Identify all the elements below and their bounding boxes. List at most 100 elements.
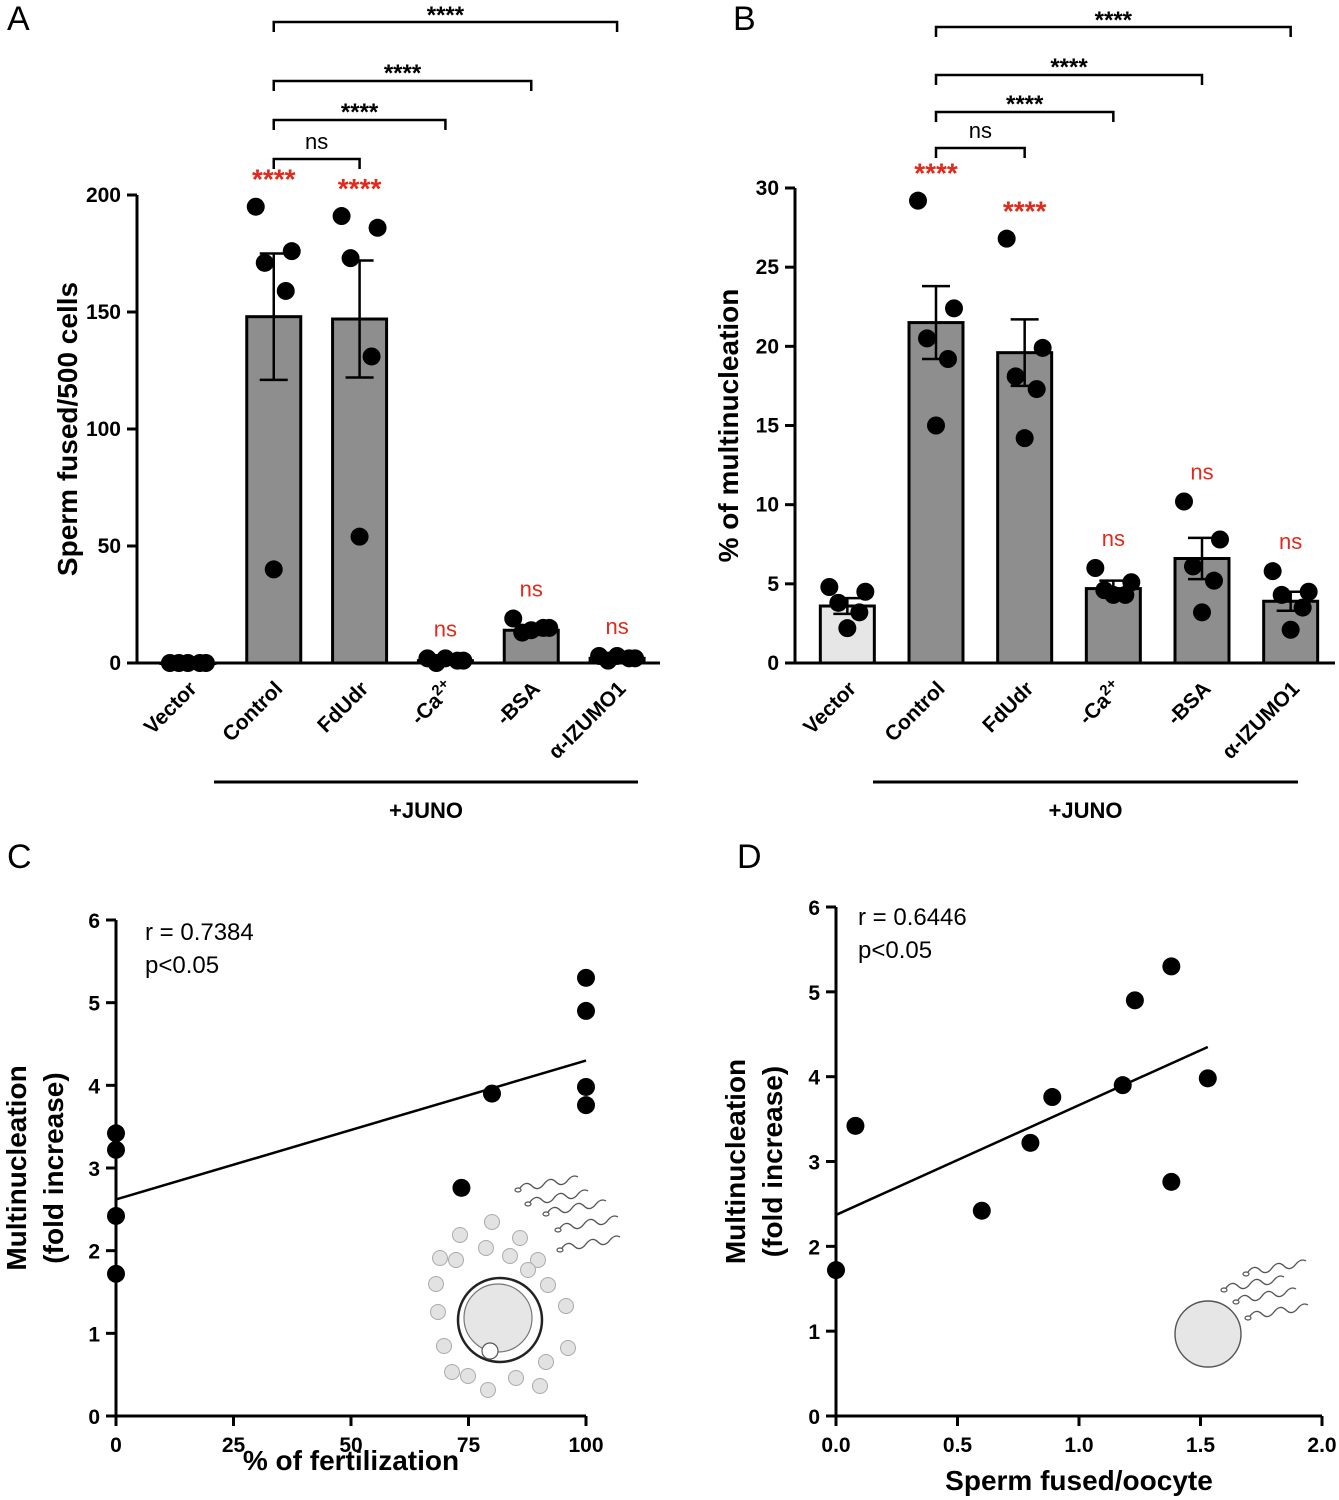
group-label: +JUNO — [389, 798, 463, 823]
data-point — [483, 1084, 501, 1103]
regression-line — [115, 1059, 587, 1201]
data-point — [1113, 1076, 1132, 1095]
comparison-bracket — [934, 25, 1292, 37]
y-tick-label: 10 — [756, 494, 779, 517]
data-point — [1086, 559, 1105, 577]
data-point — [107, 1140, 125, 1159]
x-tick-label: 0 — [110, 1434, 122, 1457]
data-point — [436, 649, 455, 668]
comparison-bracket — [272, 79, 533, 91]
y-tick-label: 6 — [808, 897, 820, 920]
data-point — [997, 229, 1016, 248]
x-tick-label: 0.5 — [943, 1434, 973, 1457]
cumulus-cell — [520, 1262, 536, 1278]
cumulus-cell — [478, 1240, 494, 1256]
correlation-r: r = 0.6446 — [858, 904, 967, 931]
y-axis-title: Multinucleation — [1, 1065, 32, 1270]
comparison-label: ns — [969, 118, 992, 143]
cumulus-cell — [558, 1298, 574, 1314]
comparison-label: **** — [1050, 54, 1088, 81]
sperm — [529, 1189, 589, 1204]
data-point — [341, 249, 360, 268]
y-tick-label: 1 — [808, 1321, 820, 1344]
data-point — [1162, 1172, 1181, 1191]
oocyte — [463, 1283, 533, 1353]
significance-label: ns — [520, 577, 543, 602]
sperm — [561, 1235, 621, 1250]
y-tick-label: 5 — [808, 982, 820, 1005]
data-point — [939, 350, 957, 368]
category-label: Vector — [140, 677, 202, 739]
data-point — [452, 1178, 471, 1197]
regression-line — [835, 1045, 1209, 1217]
panel-letter-b: B — [733, 0, 756, 38]
data-point — [1104, 585, 1123, 604]
y-tick-label: 0 — [88, 1406, 100, 1429]
sperm — [1232, 1299, 1240, 1305]
y-tick-label: 4 — [808, 1067, 820, 1090]
cumulus-cell — [512, 1230, 528, 1246]
data-point — [1184, 557, 1202, 576]
data-point — [1205, 571, 1223, 590]
x-tick-label: 75 — [457, 1434, 481, 1457]
data-point — [332, 207, 351, 226]
data-point — [1033, 338, 1052, 357]
data-point — [276, 281, 295, 300]
panel-letter-a: A — [7, 0, 30, 38]
x-tick-label: 1.5 — [1186, 1434, 1216, 1457]
sperm — [1225, 1275, 1285, 1290]
y-tick-label: 100 — [86, 418, 121, 441]
panel-letter-d: D — [737, 838, 762, 876]
panel-b-chart: B % of multinucleation Vector **** Control **… — [713, 0, 1335, 823]
cumulus-cell — [560, 1340, 576, 1356]
y-axis-title: % of multinucleation — [713, 289, 744, 563]
y-tick-label: 15 — [756, 415, 780, 438]
cumulus-cell — [452, 1227, 468, 1243]
category-label: FdUdr — [313, 677, 373, 737]
comparison-bracket — [272, 118, 447, 130]
category-label: Control — [880, 677, 949, 746]
bar — [907, 321, 965, 665]
comparison-label: **** — [1006, 91, 1044, 118]
y-tick-label: 0 — [109, 652, 121, 675]
data-point — [282, 242, 301, 261]
y-tick-label: 0 — [808, 1406, 820, 1429]
cumulus-cell — [432, 1250, 448, 1266]
y-tick-label: 150 — [86, 301, 121, 324]
category-label: α-IZUMO1 — [1218, 677, 1305, 764]
data-point — [927, 416, 945, 435]
panel-d-chart: D Multinucleation (fold increase) Sperm fus… — [720, 838, 1337, 1496]
y-axis-title: Multinucleation — [720, 1059, 751, 1264]
correlation-r: r = 0.7384 — [145, 919, 254, 946]
significance-label: ns — [605, 614, 628, 639]
comparison-bracket — [934, 146, 1026, 158]
significance-label: ns — [1102, 526, 1125, 551]
y-tick-label: 0 — [767, 652, 779, 675]
sperm — [1244, 1315, 1252, 1321]
y-tick-label: 3 — [808, 1152, 820, 1175]
data-point — [850, 603, 869, 622]
sperm — [556, 1247, 564, 1253]
sperm — [542, 1211, 550, 1217]
data-point — [1198, 1069, 1217, 1088]
cumulus-cell — [484, 1214, 500, 1230]
data-point — [1015, 429, 1034, 448]
comparison-bracket — [272, 20, 619, 32]
cumulus-cell — [428, 1276, 444, 1292]
data-point — [577, 968, 595, 987]
group-label: +JUNO — [1049, 798, 1123, 823]
x-tick-label: 50 — [339, 1434, 362, 1457]
data-point — [1006, 367, 1025, 386]
polar-body — [481, 1342, 499, 1360]
significance-label: **** — [1003, 196, 1047, 227]
category-label: Vector — [799, 677, 861, 739]
category-label: -Ca2+ — [1072, 675, 1127, 730]
data-point — [846, 1116, 865, 1135]
comparison-label: **** — [384, 60, 422, 87]
data-point — [909, 191, 927, 210]
category-label: -BSA — [1163, 677, 1216, 730]
sperm — [1242, 1271, 1250, 1277]
cumulus-cell — [538, 1354, 554, 1370]
y-tick-label: 4 — [88, 1075, 100, 1098]
data-point — [362, 347, 381, 366]
